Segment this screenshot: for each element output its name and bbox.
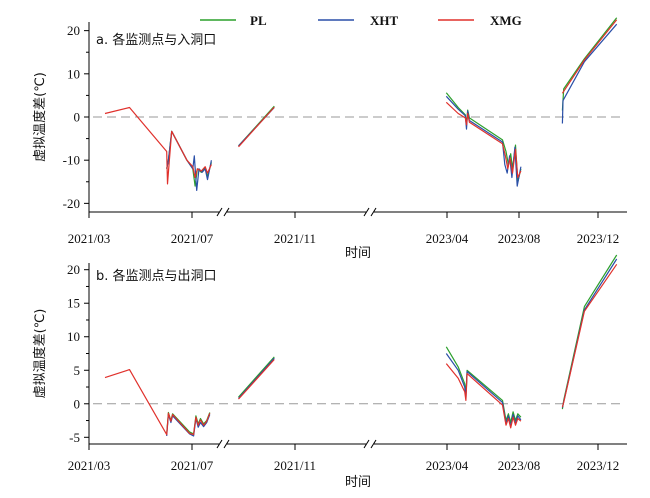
series-line-xht xyxy=(166,130,212,191)
y-tick-label: -20 xyxy=(63,196,80,211)
series-pl xyxy=(166,17,618,187)
y-axis-label: 虚拟温度差(℃) xyxy=(32,309,48,399)
series-pl xyxy=(166,254,618,435)
y-tick-label: 0 xyxy=(74,396,81,411)
legend-label: PL xyxy=(250,13,267,28)
x-tick-label: 2021/07 xyxy=(171,458,214,473)
y-tick-label: -10 xyxy=(63,153,80,168)
series-line-xmg xyxy=(104,106,212,185)
series-xht xyxy=(166,258,618,437)
x-tick-label: 2021/11 xyxy=(274,458,316,473)
y-tick-label: 10 xyxy=(67,329,80,344)
legend-item-xht: XHT xyxy=(318,13,399,28)
panel-b: -5 0 5 10 15 20 2021/03 2021/07 2021/11 2023/04 20… xyxy=(32,254,627,490)
series-line-xmg xyxy=(445,101,522,179)
series-line-pl xyxy=(445,92,522,183)
series-line-xmg xyxy=(238,359,275,400)
y-tick-label: 5 xyxy=(74,363,81,378)
series-line-pl xyxy=(561,17,618,111)
x-tick-label: 2021/03 xyxy=(68,458,111,473)
x-tick-label: 2023/04 xyxy=(426,231,469,246)
legend-item-xmg: XMG xyxy=(438,13,522,28)
series-line-xht xyxy=(561,23,618,124)
series-line-xht xyxy=(445,353,522,428)
series-line-xmg xyxy=(561,19,618,94)
series-line-pl xyxy=(238,356,275,398)
x-tick-label: 2023/12 xyxy=(577,231,620,246)
panel-title: a. 各监测点与入洞口 xyxy=(96,32,216,48)
legend-item-pl: PL xyxy=(200,13,267,28)
panel-title: b. 各监测点与出洞口 xyxy=(96,268,217,284)
x-axis-label: 时间 xyxy=(345,475,371,490)
series-xht xyxy=(166,23,618,191)
x-tick-label: 2023/12 xyxy=(577,458,620,473)
x-tick-label: 2021/07 xyxy=(171,231,214,246)
y-axis-label: 虚拟温度差(℃) xyxy=(32,72,48,162)
series-line-pl xyxy=(561,254,618,410)
series-line-pl xyxy=(166,130,212,187)
legend: PL XHT XMG xyxy=(200,13,522,28)
series-xmg xyxy=(104,263,618,436)
series-line-xmg xyxy=(445,363,522,429)
axis-break xyxy=(216,439,230,449)
y-tick-label: 10 xyxy=(67,66,80,81)
x-tick-label: 2023/08 xyxy=(498,458,541,473)
legend-label: XHT xyxy=(370,13,399,28)
series-line-xht xyxy=(561,258,618,408)
y-tick-label: 0 xyxy=(74,110,81,125)
axis-break xyxy=(363,439,377,449)
x-tick-label: 2021/03 xyxy=(68,231,111,246)
axis-break xyxy=(216,207,230,217)
series-line-xmg xyxy=(561,263,618,408)
x-tick-label: 2021/11 xyxy=(274,231,316,246)
series-line-xmg xyxy=(104,369,211,436)
x-axis-label: 时间 xyxy=(345,246,371,261)
axis-break xyxy=(363,207,377,217)
y-tick-label: -5 xyxy=(69,430,80,445)
series-line-xht xyxy=(445,95,522,187)
series-xmg xyxy=(104,19,618,185)
y-tick-label: 15 xyxy=(67,296,80,311)
x-tick-label: 2023/04 xyxy=(426,458,469,473)
x-tick-label: 2023/08 xyxy=(498,231,541,246)
legend-label: XMG xyxy=(490,13,522,28)
y-tick-label: 20 xyxy=(67,23,80,38)
y-tick-label: 20 xyxy=(67,262,80,277)
panel-a: -20 -10 0 10 20 2021/03 2021/07 2021/11 2023/04 2… xyxy=(32,17,627,261)
series-line-pl xyxy=(445,346,522,424)
series-line-xmg xyxy=(238,106,275,148)
